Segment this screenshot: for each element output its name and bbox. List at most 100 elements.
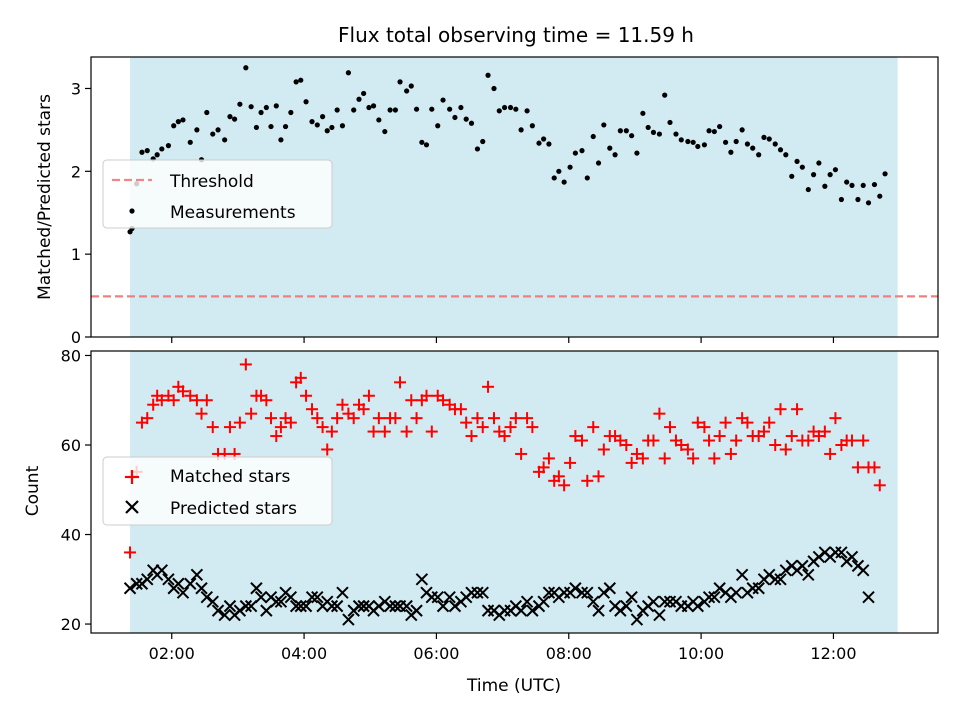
measurement-point <box>139 149 145 155</box>
y-tick-label: 80 <box>61 346 81 365</box>
matched-star-point <box>321 443 334 456</box>
top-legend: Threshold Measurements <box>102 159 333 229</box>
predicted-star-point <box>471 586 484 599</box>
measurement-point <box>452 114 458 121</box>
measurement-point <box>458 104 464 111</box>
predicted-stars-points <box>123 546 875 626</box>
matched-star-point <box>542 452 555 465</box>
predicted-star-point <box>476 586 489 599</box>
measurement-point <box>440 97 446 103</box>
predicted-star-point <box>802 568 815 582</box>
predicted-star-point <box>520 595 534 608</box>
predicted-star-point <box>223 599 237 613</box>
measurement-point <box>298 77 304 83</box>
matched-star-point <box>206 421 219 434</box>
predicted-star-point <box>862 590 875 604</box>
measurement-point <box>187 139 193 145</box>
predicted-star-point <box>184 577 197 590</box>
measurement-point <box>351 107 357 113</box>
bottom-y-ticks: 20 40 60 80 <box>61 346 91 634</box>
measurement-point <box>541 136 547 142</box>
predicted-star-point <box>630 613 644 626</box>
measurement-point <box>678 137 684 143</box>
predicted-star-point <box>735 568 749 582</box>
matched-star-point <box>526 421 539 434</box>
matched-star-point <box>587 421 600 434</box>
matched-star-point <box>774 403 787 416</box>
matched-star-point <box>537 461 550 474</box>
measurement-point <box>551 175 557 181</box>
measurement-point <box>524 108 530 114</box>
predicted-star-point <box>400 599 413 613</box>
measurement-point <box>237 101 243 107</box>
matched-star-point <box>357 403 370 416</box>
measurement-point <box>556 168 562 174</box>
matched-star-point <box>233 416 246 429</box>
measurement-point <box>617 128 623 134</box>
matched-stars-points <box>124 358 886 559</box>
matched-star-point <box>802 434 815 447</box>
measurement-point <box>345 70 352 76</box>
predicted-star-point <box>239 599 253 613</box>
predicted-star-point <box>383 599 397 613</box>
bottom-legend: Matched stars Predicted stars <box>102 456 333 526</box>
measurement-point <box>227 114 233 120</box>
predicted-star-point <box>436 599 450 613</box>
predicted-star-point <box>431 590 444 604</box>
measurement-point <box>722 139 729 145</box>
predicted-star-point <box>779 564 793 577</box>
measurement-point <box>832 167 839 173</box>
matched-star-point <box>873 479 886 492</box>
matched-star-point <box>264 412 277 425</box>
matched-star-point <box>389 412 402 425</box>
x-tick-label: 10:00 <box>678 644 724 663</box>
measurement-point <box>263 104 269 111</box>
legend-predicted-swatch <box>125 500 139 514</box>
predicted-star-point <box>352 599 366 613</box>
measurement-point <box>728 149 734 155</box>
measurement-point <box>877 193 883 199</box>
measurement-point <box>640 110 646 116</box>
predicted-star-point <box>569 582 582 595</box>
predicted-star-point <box>294 599 307 613</box>
measurement-point <box>361 90 367 97</box>
measurement-point <box>392 107 398 113</box>
measurement-point <box>501 104 508 111</box>
measurement-point <box>579 148 585 154</box>
measurement-point <box>750 145 756 151</box>
matched-star-point <box>476 421 489 434</box>
predicted-star-point <box>443 590 456 604</box>
measurement-point <box>777 147 784 153</box>
matched-star-point <box>176 385 189 398</box>
x-tick-label: 04:00 <box>281 644 327 663</box>
measurement-point <box>468 120 475 126</box>
measurement-point <box>463 116 469 122</box>
predicted-star-point <box>289 599 303 613</box>
predicted-star-point <box>769 573 782 586</box>
measurement-point <box>154 152 160 158</box>
measurement-point <box>324 128 330 134</box>
matched-star-point <box>200 394 213 407</box>
matched-star-point <box>245 407 258 420</box>
matched-star-point <box>124 546 137 559</box>
legend-measurements-swatch <box>129 208 135 214</box>
measurement-point <box>268 123 274 130</box>
measurement-point <box>816 160 822 166</box>
measurement-point <box>623 128 629 134</box>
y-tick-label: 1 <box>71 245 81 264</box>
matched-star-point <box>636 452 649 465</box>
measurement-point <box>320 114 326 120</box>
matched-star-point <box>829 412 842 425</box>
measurement-point <box>717 123 723 130</box>
measurement-point <box>194 127 200 133</box>
matched-star-point <box>372 412 385 425</box>
measurement-point <box>329 124 335 131</box>
matched-star-point <box>274 421 287 434</box>
matched-star-point <box>558 479 571 492</box>
matched-star-point <box>647 434 660 447</box>
top-axes-frame <box>90 56 939 338</box>
measurement-point <box>248 104 254 110</box>
measurement-point <box>382 128 388 135</box>
matched-star-point <box>184 389 197 402</box>
